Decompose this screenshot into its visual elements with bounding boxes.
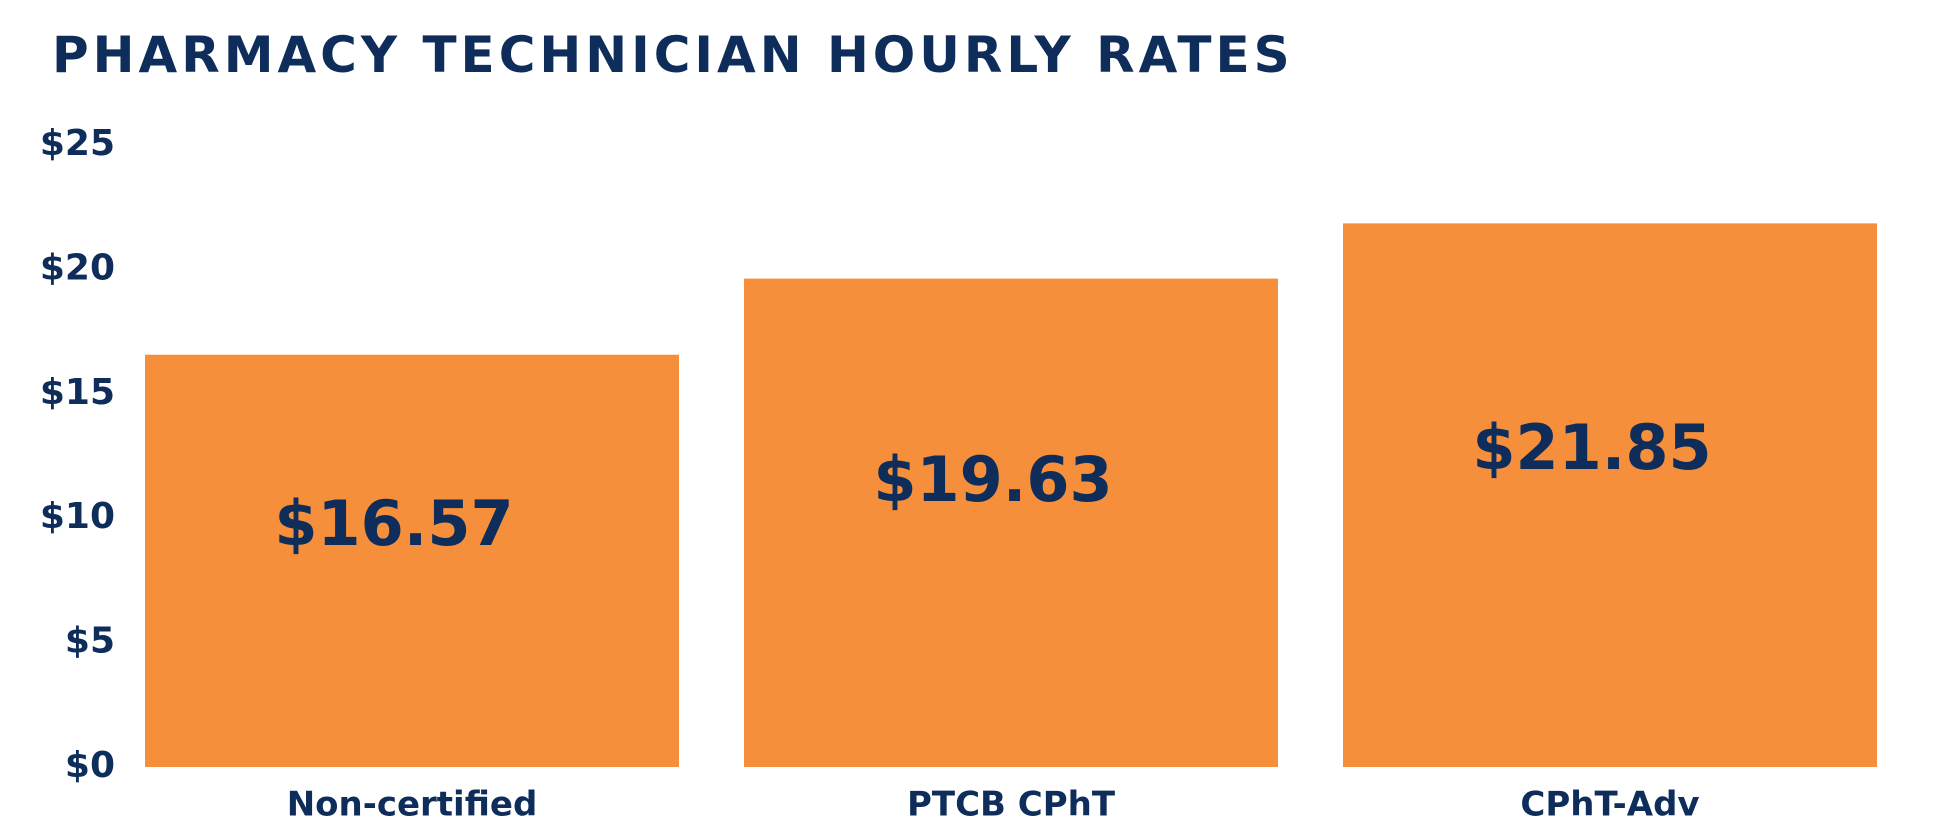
chart-title: PHARMACY TECHNICIAN HOURLY RATES bbox=[52, 26, 1294, 84]
value-label: $21.85 bbox=[1472, 411, 1711, 484]
category-label: CPhT-Adv bbox=[1520, 785, 1699, 825]
y-tick-label: $10 bbox=[40, 496, 115, 537]
category-label: PTCB CPhT bbox=[907, 785, 1116, 825]
value-label: $19.63 bbox=[873, 443, 1112, 516]
value-labels: $16.57 $19.63 $21.85 bbox=[274, 411, 1711, 560]
bar bbox=[744, 278, 1278, 767]
y-tick-label: $20 bbox=[40, 247, 115, 288]
bars bbox=[145, 223, 1877, 767]
category-label: Non-certified bbox=[287, 785, 538, 825]
y-tick-label: $5 bbox=[65, 621, 115, 662]
bar bbox=[1343, 223, 1877, 767]
y-axis: $0 $5 $10 $15 $20 $25 bbox=[40, 123, 115, 786]
bar bbox=[145, 354, 679, 767]
x-axis: Non-certified PTCB CPhT CPhT-Adv bbox=[287, 785, 1700, 825]
value-label: $16.57 bbox=[274, 487, 513, 560]
y-tick-label: $0 bbox=[65, 745, 115, 786]
y-tick-label: $25 bbox=[40, 123, 115, 164]
y-tick-label: $15 bbox=[40, 372, 115, 413]
